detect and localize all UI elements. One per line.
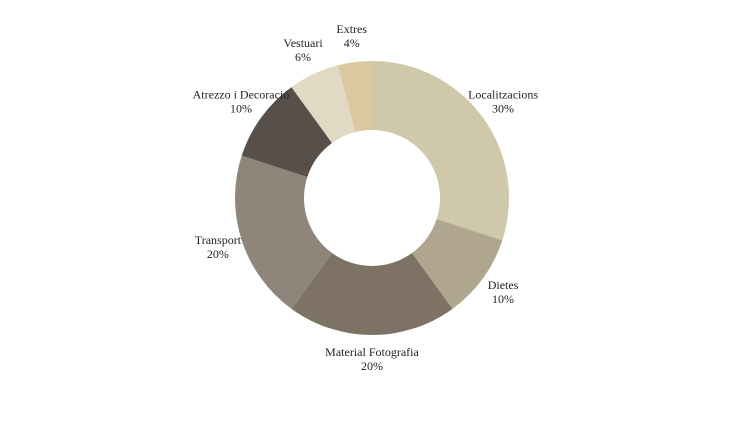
donut-slice bbox=[411, 219, 503, 309]
slice-value-label: 10% bbox=[230, 102, 252, 116]
slice-value-label: 4% bbox=[344, 36, 360, 50]
slice-label: Material Fotografia bbox=[325, 345, 419, 359]
slice-value-label: 6% bbox=[295, 50, 311, 64]
donut-slice bbox=[241, 87, 333, 177]
donut-slice bbox=[235, 155, 333, 309]
slice-value-label: 10% bbox=[492, 292, 514, 306]
slice-value-label: 20% bbox=[361, 359, 383, 373]
slice-label: Localitzacions bbox=[468, 88, 538, 102]
slice-label: Atrezzo i Decoració bbox=[193, 88, 290, 102]
donut-slice bbox=[291, 253, 453, 335]
slice-value-label: 30% bbox=[492, 102, 514, 116]
donut-slice bbox=[291, 65, 356, 143]
donut-slice bbox=[337, 61, 372, 133]
slice-label: Transport bbox=[195, 233, 242, 247]
slice-label: Extres bbox=[336, 22, 367, 36]
donut-slice bbox=[372, 61, 509, 241]
slice-label: Vestuari bbox=[283, 36, 323, 50]
slice-label: Dietes bbox=[488, 278, 519, 292]
slice-value-label: 20% bbox=[207, 247, 229, 261]
